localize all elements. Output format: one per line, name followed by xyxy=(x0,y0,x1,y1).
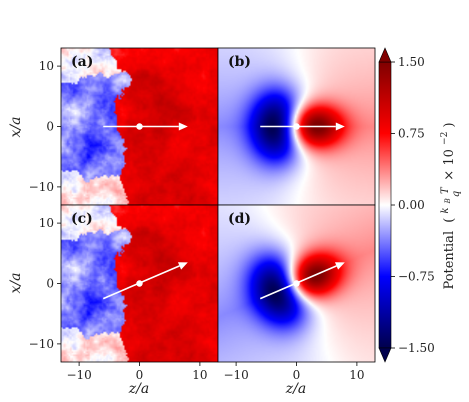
colorbar-unit-numerator: k xyxy=(440,207,451,213)
panel-label: (c) xyxy=(71,211,93,227)
panel-a: (a) −10 0 10 xyxy=(29,47,219,206)
panel-label: (a) xyxy=(71,54,93,70)
arrow-head xyxy=(178,122,188,131)
arrow-head xyxy=(334,262,345,270)
x-axis-label-left: z/a xyxy=(128,381,149,397)
x-tick-label: 10 xyxy=(192,368,207,382)
y-tick-label: 10 xyxy=(39,59,54,73)
center-dot xyxy=(136,280,143,287)
panel-c: (c) −10 0 10 −10 0 10 xyxy=(29,204,219,382)
y-tick-label: −10 xyxy=(29,337,54,351)
colorbar-gradient xyxy=(378,61,392,349)
y-axis-label-bottom: x/a xyxy=(8,273,24,294)
y-tick-label: −10 xyxy=(29,180,54,194)
colorbar-tick-label: 1.50 xyxy=(398,55,425,69)
x-tick-label: 0 xyxy=(293,368,301,382)
colorbar-tick-label: −0.75 xyxy=(398,270,435,284)
colorbar-tick-label: −1.50 xyxy=(398,341,435,355)
x-tick-label: 0 xyxy=(136,368,144,382)
colorbar-extend-min xyxy=(378,347,392,363)
y-tick-label: 10 xyxy=(39,216,54,230)
colorbar-unit-numerator-tail: T xyxy=(440,186,451,194)
x-tick-label: 10 xyxy=(349,368,364,382)
center-dot xyxy=(136,123,143,130)
colorbar-unit-denominator: q xyxy=(451,191,462,197)
colorbar-tick-label: 0.00 xyxy=(398,198,425,212)
colorbar-tick-label: 0.75 xyxy=(398,127,425,141)
center-dot xyxy=(293,280,300,287)
panel-b: (b) xyxy=(217,47,376,206)
x-axis-label-right: z/a xyxy=(285,381,306,397)
colorbar-unit-factor: × 10 xyxy=(442,149,457,181)
svg-text:Potential ( k: Potential ( k B T q × 10 −2 ) xyxy=(436,122,463,289)
arrow-head xyxy=(177,262,188,270)
panel-d: (d) −10 0 10 xyxy=(217,204,376,382)
y-tick-label: 0 xyxy=(46,277,54,291)
panel-label: (d) xyxy=(228,211,251,227)
center-dot xyxy=(293,123,300,130)
colorbar-extend-max xyxy=(378,47,392,63)
panel-label: (b) xyxy=(228,54,251,70)
arrow-head xyxy=(335,122,345,131)
x-tick-label: −10 xyxy=(66,368,91,382)
colorbar-label: Potential ( k B T q × 10 −2 ) xyxy=(436,122,463,289)
y-tick-label: 0 xyxy=(46,120,54,134)
colorbar-label-name: Potential xyxy=(442,231,457,290)
colorbar: −1.50 −0.75 0.00 0.75 1.50 xyxy=(378,47,435,363)
panels-group: (a) −10 0 10 (b) (c) −10 0 10 −10 0 10 (d) −10 0 10 xyxy=(29,47,376,382)
y-axis-label-top: x/a xyxy=(8,117,24,138)
x-tick-label: −10 xyxy=(223,368,248,382)
colorbar-unit-exponent: −2 xyxy=(440,132,450,145)
colorbar-unit-numerator-sub: B xyxy=(444,198,452,204)
